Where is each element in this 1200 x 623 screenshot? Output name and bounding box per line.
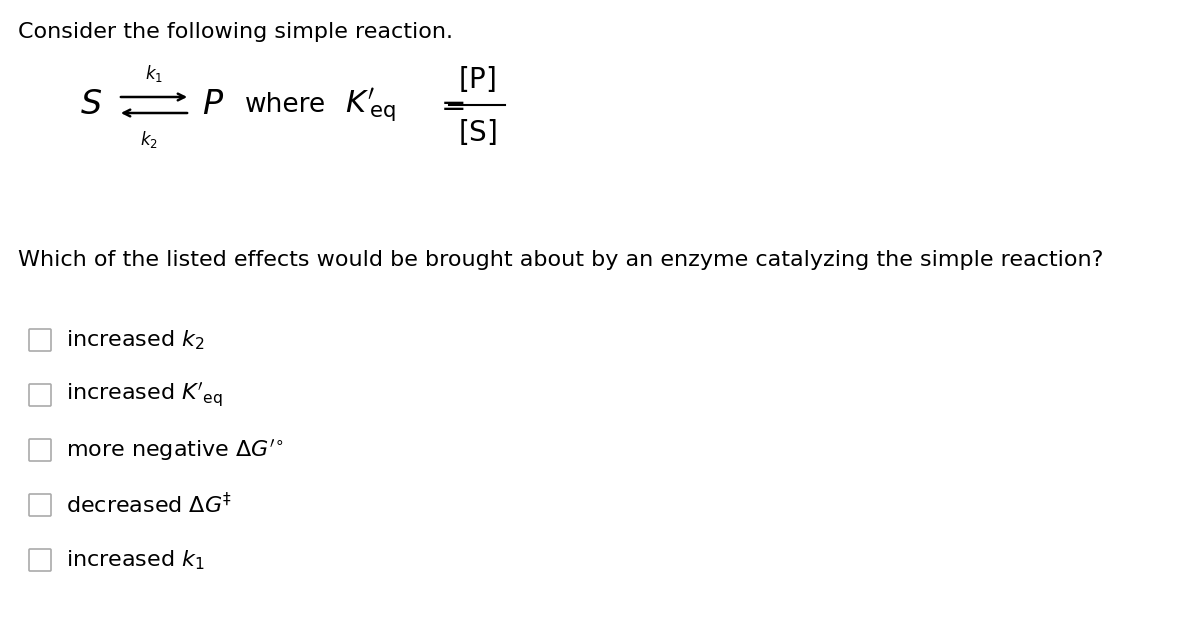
FancyBboxPatch shape (29, 549, 50, 571)
Text: $[\mathrm{S}]$: $[\mathrm{S}]$ (457, 117, 497, 147)
Text: increased $k_2$: increased $k_2$ (66, 328, 205, 352)
Text: increased $k_1$: increased $k_1$ (66, 548, 205, 572)
Text: $k_1$: $k_1$ (145, 62, 163, 83)
Text: where: where (245, 92, 326, 118)
FancyBboxPatch shape (29, 329, 50, 351)
Text: $k_2$: $k_2$ (140, 130, 158, 151)
Text: $=$: $=$ (436, 90, 466, 120)
Text: decreased $\Delta G^{\ddagger}$: decreased $\Delta G^{\ddagger}$ (66, 492, 233, 518)
Text: more negative $\Delta G'^{\circ}$: more negative $\Delta G'^{\circ}$ (66, 437, 284, 463)
Text: increased $K'_{\mathrm{eq}}$: increased $K'_{\mathrm{eq}}$ (66, 381, 223, 409)
FancyBboxPatch shape (29, 384, 50, 406)
Text: Which of the listed effects would be brought about by an enzyme catalyzing the s: Which of the listed effects would be bro… (18, 250, 1103, 270)
FancyBboxPatch shape (29, 494, 50, 516)
Text: $S$: $S$ (80, 88, 102, 121)
Text: $K'\!_{\mathrm{eq}}$: $K'\!_{\mathrm{eq}}$ (346, 86, 396, 124)
FancyBboxPatch shape (29, 439, 50, 461)
Text: $[\mathrm{P}]$: $[\mathrm{P}]$ (458, 64, 496, 94)
Text: Consider the following simple reaction.: Consider the following simple reaction. (18, 22, 454, 42)
Text: $P$: $P$ (202, 88, 224, 121)
